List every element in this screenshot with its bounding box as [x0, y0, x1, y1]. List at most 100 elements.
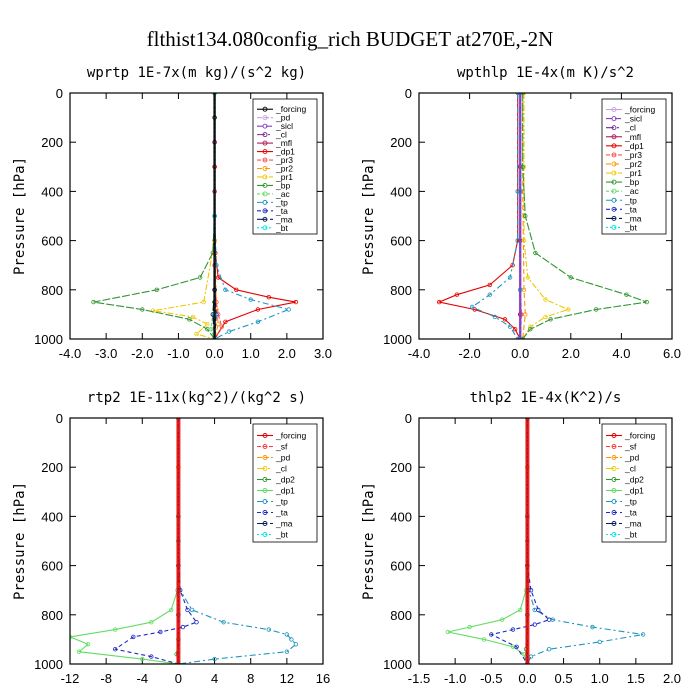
legend-label: _sicl [275, 121, 293, 131]
legend-marker [262, 182, 268, 188]
legend-label: _bp [275, 180, 290, 190]
legend-label: _tp [624, 497, 637, 507]
legend-label: _tp [624, 195, 637, 205]
y-tick-label: 0 [405, 86, 412, 101]
data-point [487, 292, 492, 297]
legend-marker [262, 174, 268, 180]
y-tick-label: 400 [390, 184, 412, 199]
data-point [543, 314, 548, 320]
legend-marker [611, 161, 617, 167]
data-point [528, 654, 534, 659]
data-point [293, 642, 299, 647]
legend-label: _ta [275, 206, 288, 216]
data-point [512, 327, 518, 332]
data-point [223, 287, 228, 292]
legend-marker [611, 455, 617, 460]
legend-label: _cl [275, 130, 287, 140]
x-tick-label: -2.0 [131, 346, 153, 361]
y-tick-label: 800 [41, 283, 63, 298]
data-point [445, 629, 451, 635]
x-tick-label: -1.0 [444, 671, 466, 686]
x-tick-label: -3.0 [95, 346, 117, 361]
plot-frame [69, 92, 324, 340]
legend-label: _cl [624, 123, 636, 133]
data-point [180, 624, 186, 630]
data-point [185, 607, 190, 613]
data-point [187, 317, 192, 322]
data-point [189, 607, 195, 613]
legend-label: _dp2 [624, 475, 644, 485]
y-tick-label: 200 [41, 135, 63, 150]
panel-0: wprtp 1E-7x(m kg)/(s^2 kg) Pressure [hPa]… [12, 65, 332, 361]
figure-title: flthist134.080config_rich BUDGET at270E,… [147, 27, 554, 51]
y-tick-label: 1000 [34, 332, 63, 347]
legend: _forcing_pd_sicl_cl_mfl_dp1_pr3_pr2_pr1_… [252, 98, 318, 235]
legend-marker [611, 188, 617, 194]
data-point [520, 93, 525, 96]
legend-marker [262, 208, 268, 214]
y-tick-label: 400 [41, 509, 63, 524]
legend-label: _ta [624, 508, 637, 518]
series-line-ta [489, 418, 551, 664]
data-point [131, 634, 136, 640]
data-point [215, 322, 221, 327]
legend-label: _dp1 [275, 147, 295, 157]
x-tick-label: 16 [316, 671, 330, 686]
legend-label: _pr1 [275, 172, 293, 182]
data-point [437, 299, 442, 305]
legend-marker [611, 433, 617, 438]
data-point [255, 319, 261, 324]
series-line-pr1 [522, 93, 570, 339]
legend: _forcing_sf_pd_cl_dp2_dp1_tp_ta_ma_bt [252, 423, 318, 543]
legend-marker [262, 106, 268, 112]
legend-label: _pr2 [275, 164, 293, 174]
panel-title: wprtp 1E-7x(m kg)/(s^2 kg) [87, 65, 306, 81]
y-tick-label: 0 [405, 411, 412, 426]
y-axis-label: Pressure [hPa] [12, 482, 28, 600]
panel-1: wpthlp 1E-4x(m K)/s^2 Pressure [hPa] -4.0 -… [361, 65, 681, 361]
legend-marker [262, 477, 268, 482]
legend-marker [262, 157, 268, 163]
series-line-dp1 [447, 418, 528, 664]
data-point [212, 656, 217, 662]
x-tick-label: -1.5 [408, 671, 430, 686]
series-line-bp [93, 93, 216, 339]
plot-frame [69, 417, 324, 665]
data-point [140, 656, 145, 662]
data-point [487, 282, 492, 288]
legend-marker [611, 499, 617, 504]
legend-label: _ma [624, 519, 642, 529]
data-point [548, 317, 553, 322]
data-point [194, 620, 199, 625]
data-point [515, 93, 520, 96]
y-tick-label: 1000 [34, 657, 63, 672]
data-point [469, 304, 475, 310]
legend-marker [611, 532, 617, 537]
x-tick-label: 0.5 [555, 671, 573, 686]
data-point [154, 287, 159, 292]
legend-marker [262, 510, 268, 515]
legend-label: _sf [624, 442, 637, 452]
data-point [266, 627, 271, 632]
legend-marker [262, 166, 268, 171]
data-point [528, 324, 533, 329]
data-point [521, 93, 527, 96]
data-point [533, 250, 538, 256]
y-tick-label: 800 [390, 608, 412, 623]
legend-marker [262, 444, 268, 449]
legend-label: _cl [275, 464, 287, 474]
x-tick-label: 1.0 [591, 671, 609, 686]
x-tick-label: 1.5 [627, 671, 645, 686]
data-point [467, 624, 472, 630]
legend-marker [262, 216, 268, 222]
legend-label: _pd [275, 453, 290, 463]
x-tick-label: 4 [211, 671, 218, 686]
x-tick-label: -12 [61, 671, 80, 686]
data-point [568, 275, 573, 280]
legend-marker [611, 206, 617, 212]
legend-marker [611, 152, 617, 158]
data-point [85, 642, 91, 647]
legend-marker [611, 466, 617, 471]
data-point [489, 632, 494, 637]
y-tick-label: 200 [390, 460, 412, 475]
